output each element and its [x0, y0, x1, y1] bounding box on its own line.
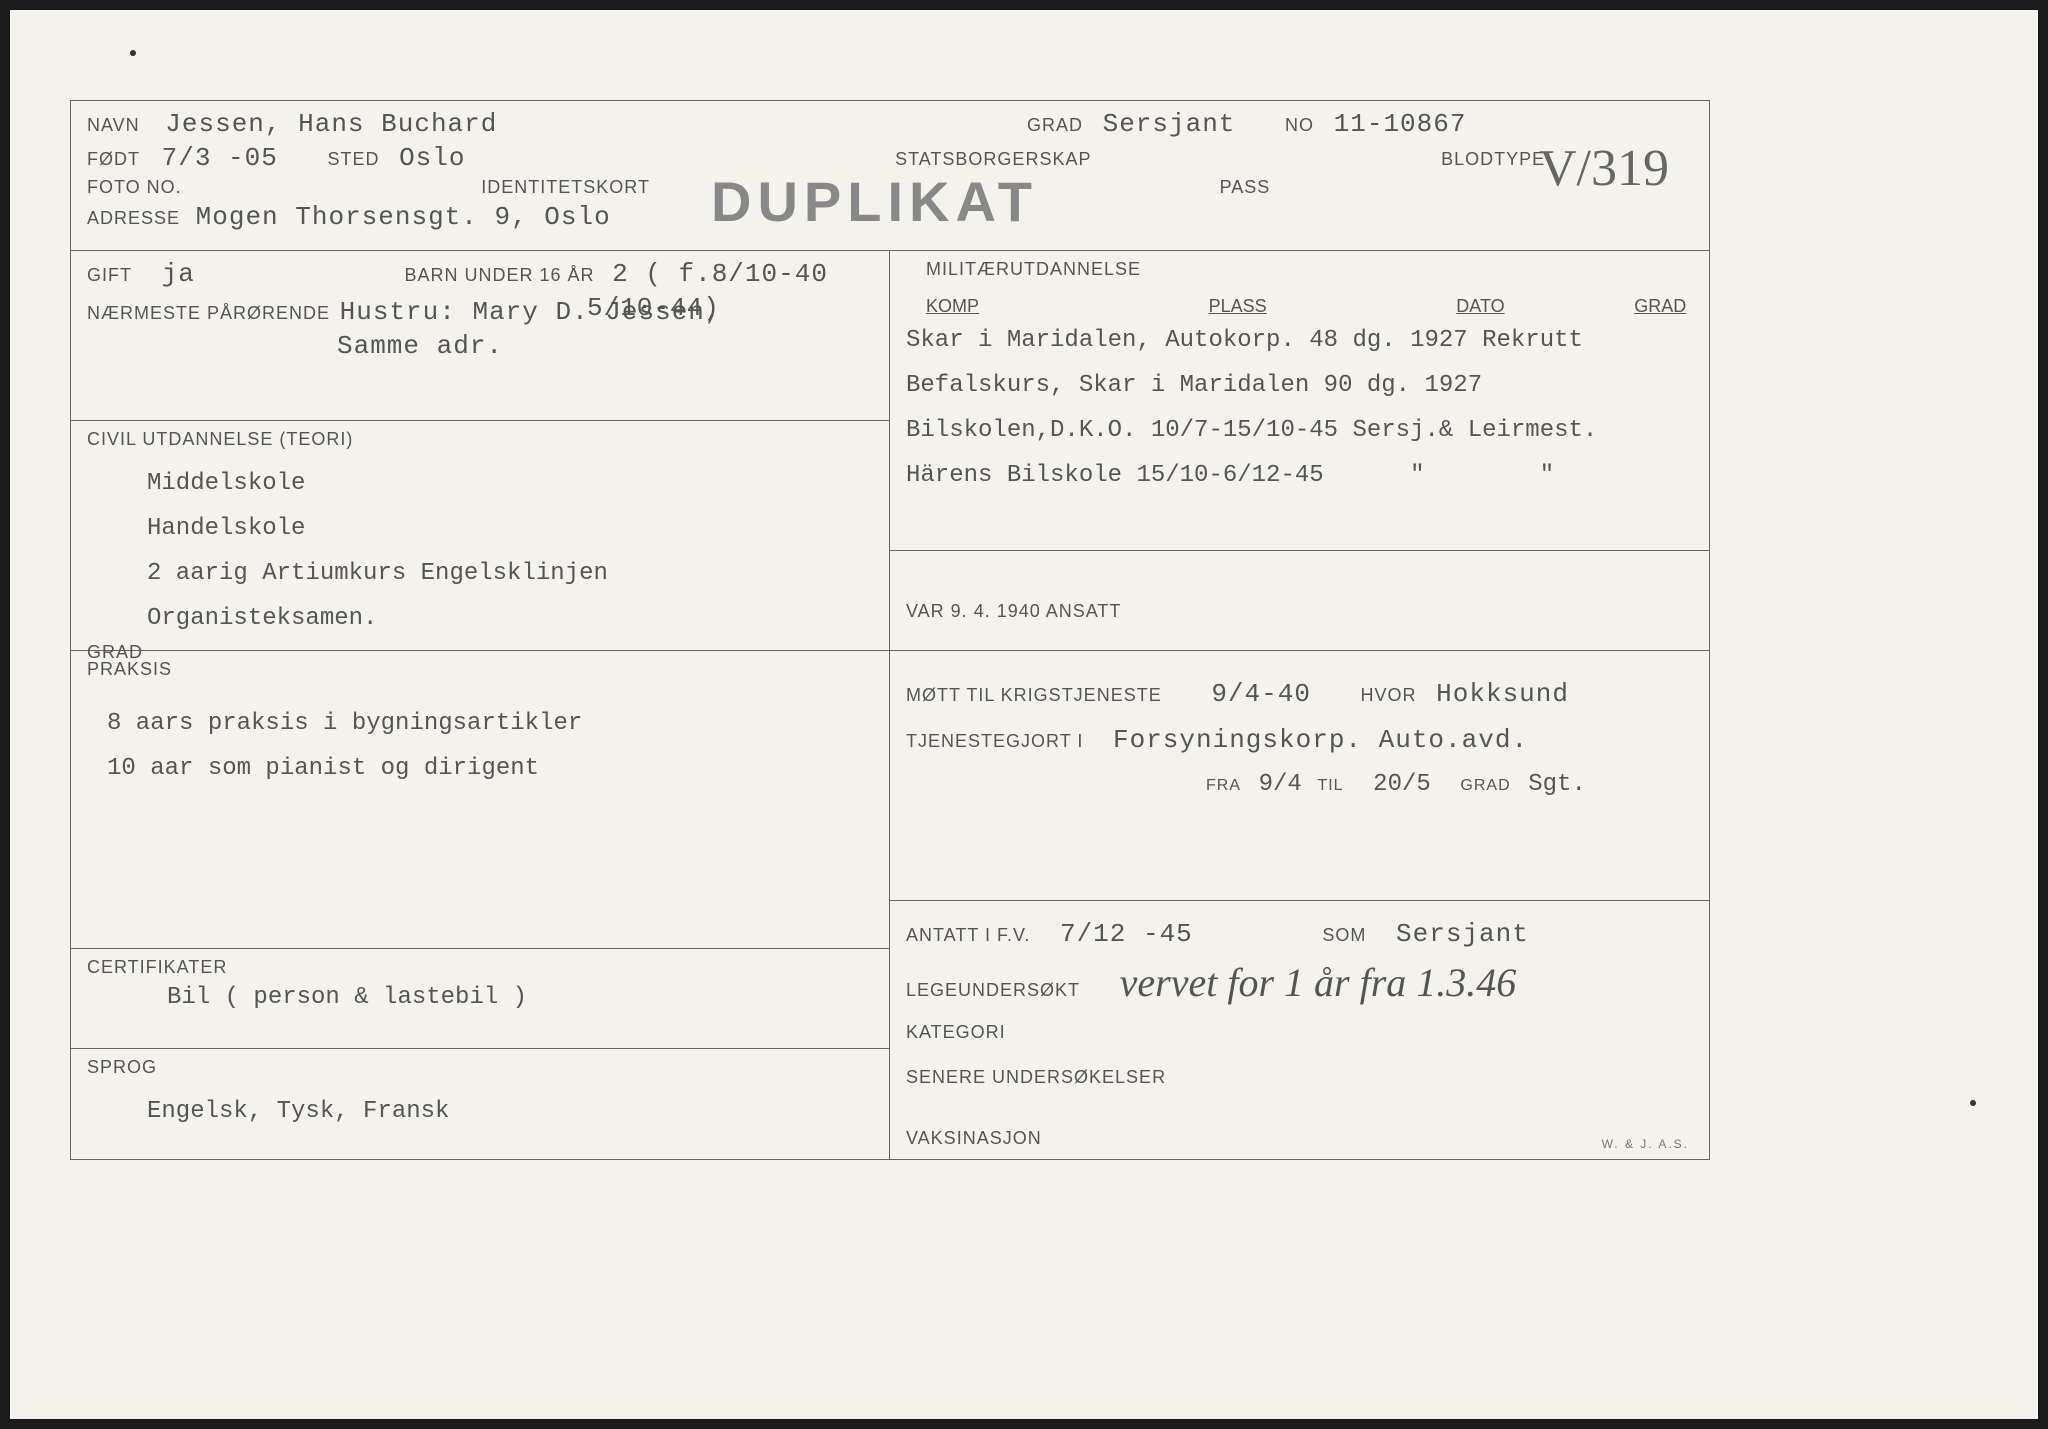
- label-vaksinasjon: VAKSINASJON: [906, 1128, 1693, 1149]
- value-no: 11-10867: [1334, 109, 1467, 139]
- label-naermeste: NÆRMESTE PÅRØRENDE: [87, 303, 330, 324]
- footer-print: W. & J. A.S.: [1602, 1137, 1689, 1151]
- value-sted: Oslo: [399, 143, 465, 173]
- value-adresse: Mogen Thorsensgt. 9, Oslo: [196, 202, 611, 232]
- label-navn: NAVN: [87, 115, 140, 136]
- label-til: TIL: [1317, 777, 1343, 794]
- value-hvor: Hokksund: [1436, 679, 1569, 709]
- label-grad2: GRAD: [87, 642, 143, 663]
- value-lege-hand: vervet for 1 år fra 1.3.46: [1120, 960, 1517, 1005]
- label-plass: PLASS: [1209, 296, 1267, 316]
- scan-artifact: [1970, 1100, 1976, 1106]
- label-antatt: ANTATT I F.V.: [906, 925, 1030, 946]
- label-adresse: ADRESSE: [87, 208, 180, 229]
- value-grad: Sersjant: [1103, 109, 1236, 139]
- label-grad4: GRAD: [1460, 777, 1510, 794]
- value-som: Sersjant: [1396, 919, 1529, 949]
- value-praksis1: 8 aars praksis i bygningsartikler: [107, 710, 873, 737]
- value-fra: 9/4: [1259, 771, 1302, 798]
- left-column: GIFT ja BARN UNDER 16 ÅR 2 ( f.8/10-40 5…: [71, 251, 890, 1159]
- section-ansatt: VAR 9. 4. 1940 ANSATT: [890, 551, 1709, 651]
- label-hvor: HVOR: [1361, 685, 1417, 706]
- label-gift: GIFT: [87, 265, 132, 286]
- section-krig: MØTT TIL KRIGSTJENESTE 9/4-40 HVOR Hokks…: [890, 651, 1709, 901]
- value-til: 20/5: [1373, 771, 1431, 798]
- value-gift: ja: [162, 259, 195, 289]
- scan-page: NAVN Jessen, Hans Buchard GRAD Sersjant …: [10, 10, 2038, 1419]
- label-civil: CIVIL UTDANNELSE (TEORI): [87, 429, 353, 450]
- section-praksis: PRAKSIS 8 aars praksis i bygningsartikle…: [71, 651, 889, 949]
- label-fra: FRA: [1206, 777, 1241, 794]
- value-cert: Bil ( person & lastebil ): [167, 984, 873, 1011]
- value-sprog: Engelsk, Tysk, Fransk: [147, 1098, 873, 1125]
- label-sprog: SPROG: [87, 1057, 157, 1078]
- label-barn: BARN UNDER 16 ÅR: [404, 265, 594, 286]
- label-pass: PASS: [1220, 177, 1271, 198]
- value-mil3: Bilskolen,D.K.O. 10/7-15/10-45 Sersj.& L…: [906, 417, 1693, 444]
- value-civil2: Handelskole: [147, 515, 873, 542]
- label-mil: MILITÆRUTDANNELSE: [926, 259, 1141, 280]
- label-grad3: GRAD: [1634, 296, 1686, 316]
- duplikat-stamp: DUPLIKAT: [711, 169, 1038, 234]
- scan-artifact: [130, 50, 136, 56]
- label-blodtype: BLODTYPE: [1441, 149, 1545, 170]
- value-praksis2: 10 aar som pianist og dirigent: [107, 755, 873, 782]
- value-mil4: Härens Bilskole 15/10-6/12-45 " ": [906, 462, 1693, 489]
- label-senere: SENERE UNDERSØKELSER: [906, 1067, 1693, 1088]
- label-lege: LEGEUNDERSØKT: [906, 980, 1080, 1001]
- label-fodt: FØDT: [87, 149, 140, 170]
- section-gift: GIFT ja BARN UNDER 16 ÅR 2 ( f.8/10-40 5…: [71, 251, 889, 421]
- value-mott-dato: 9/4-40: [1211, 679, 1311, 709]
- card-columns: GIFT ja BARN UNDER 16 ÅR 2 ( f.8/10-40 5…: [71, 251, 1709, 1159]
- label-statsborgerskap: STATSBORGERSKAP: [895, 149, 1091, 170]
- label-no: NO: [1285, 115, 1314, 136]
- value-barn: 2 ( f.8/10-40: [612, 259, 828, 289]
- section-cert: CERTIFIKATER Bil ( person & lastebil ): [71, 949, 889, 1049]
- label-sted: STED: [327, 149, 379, 170]
- label-mott: MØTT TIL KRIGSTJENESTE: [906, 685, 1162, 706]
- label-kategori: KATEGORI: [906, 1022, 1693, 1043]
- value-navn: Jessen, Hans Buchard: [165, 109, 497, 139]
- label-tjenestegjort: TJENESTEGJORT I: [906, 731, 1083, 752]
- value-civil1: Middelskole: [147, 470, 873, 497]
- right-column: MILITÆRUTDANNELSE KOMP PLASS DATO GRAD S…: [890, 251, 1709, 1159]
- section-sprog: SPROG Engelsk, Tysk, Fransk: [71, 1049, 889, 1159]
- value-civil3: 2 aarig Artiumkurs Engelsklinjen: [147, 560, 873, 587]
- label-cert: CERTIFIKATER: [87, 957, 227, 978]
- value-naermeste2: Samme adr.: [337, 331, 503, 361]
- section-mil: MILITÆRUTDANNELSE KOMP PLASS DATO GRAD S…: [890, 251, 1709, 551]
- value-naermeste1: Hustru: Mary D. Jessen,: [340, 297, 722, 327]
- label-dato: DATO: [1456, 296, 1504, 316]
- label-som: SOM: [1322, 925, 1366, 946]
- record-card: NAVN Jessen, Hans Buchard GRAD Sersjant …: [70, 100, 1710, 1160]
- value-grad4: Sgt.: [1528, 771, 1586, 798]
- label-ansatt: VAR 9. 4. 1940 ANSATT: [906, 601, 1121, 622]
- value-mil1: Skar i Maridalen, Autokorp. 48 dg. 1927 …: [906, 327, 1693, 354]
- value-mil2: Befalskurs, Skar i Maridalen 90 dg. 1927: [906, 372, 1693, 399]
- label-identitetskort: IDENTITETSKORT: [481, 177, 650, 198]
- value-blodtype-hand: V/319: [1539, 139, 1669, 198]
- value-tjenestegjort: Forsyningskorp. Auto.avd.: [1113, 725, 1528, 755]
- label-foto: FOTO NO.: [87, 177, 182, 198]
- value-civil4: Organisteksamen.: [147, 605, 873, 632]
- label-komp: KOMP: [926, 296, 979, 316]
- value-antatt-dato: 7/12 -45: [1060, 919, 1193, 949]
- label-grad: GRAD: [1027, 115, 1083, 136]
- value-fodt: 7/3 -05: [162, 143, 278, 173]
- card-header: NAVN Jessen, Hans Buchard GRAD Sersjant …: [71, 101, 1709, 251]
- section-antatt: ANTATT I F.V. 7/12 -45 SOM Sersjant LEGE…: [890, 901, 1709, 1159]
- section-civil: CIVIL UTDANNELSE (TEORI) Middelskole Han…: [71, 421, 889, 651]
